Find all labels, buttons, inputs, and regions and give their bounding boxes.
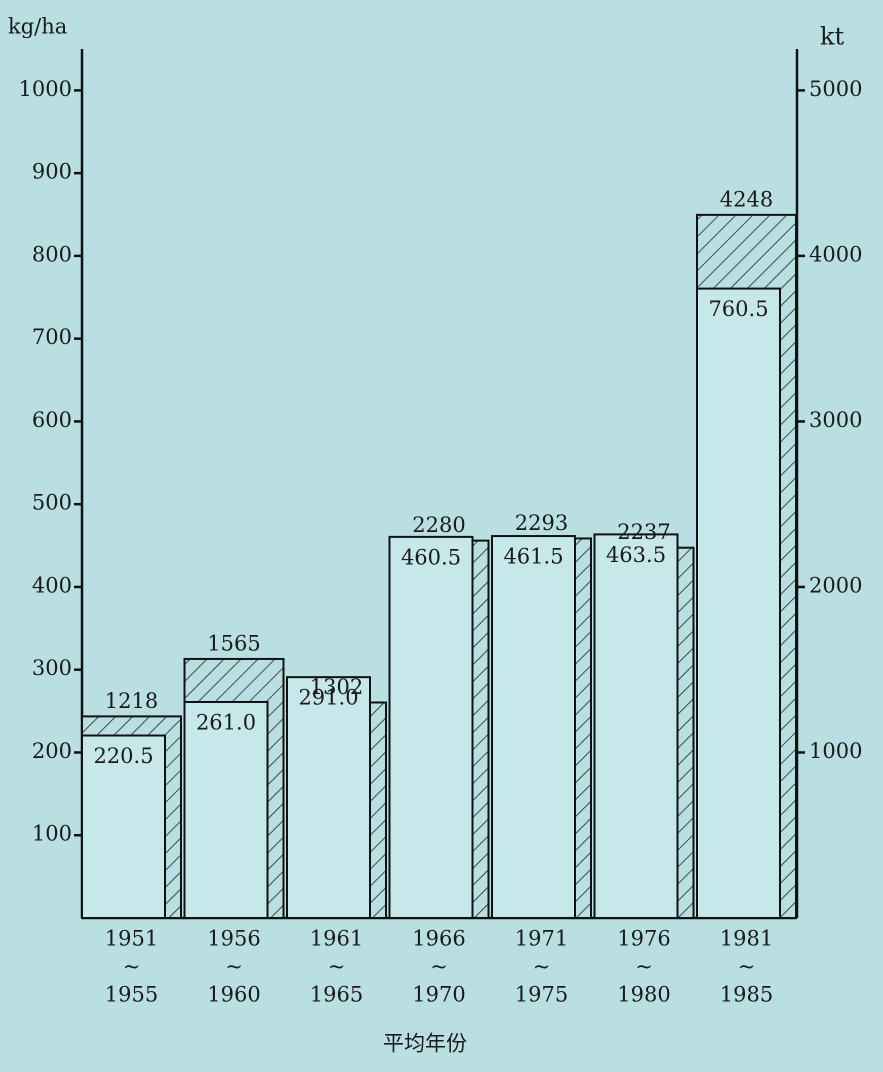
yield-bar — [593, 533, 679, 919]
x-tick-label: 1970 — [412, 983, 465, 1007]
y2-tick-label: 1000 — [809, 739, 862, 763]
production-label: 1565 — [207, 631, 260, 655]
x-tick-label: 1965 — [310, 983, 363, 1007]
y-tick-label: 300 — [32, 656, 72, 680]
x-tick-label: 1956 — [207, 927, 260, 951]
x-tick-label: ~ — [328, 955, 346, 979]
x-tick-label: ~ — [225, 955, 243, 979]
yield-bar — [388, 535, 474, 919]
yield-bar — [183, 700, 269, 920]
y-tick-label: 900 — [32, 160, 72, 184]
y-tick-label: 800 — [32, 242, 72, 266]
yield-label: 291.0 — [298, 686, 358, 710]
yield-bar — [81, 734, 166, 920]
production-label: 1218 — [105, 689, 158, 713]
y2-tick-label: 5000 — [809, 77, 862, 101]
yield-label: 460.5 — [401, 545, 461, 569]
production-label: 2293 — [515, 511, 568, 535]
y-tick-label: 1000 — [19, 77, 72, 101]
x-tick-label: 1981 — [720, 927, 773, 951]
production-label: 4248 — [720, 187, 773, 211]
yield-label: 461.5 — [503, 545, 563, 569]
y-tick-label: 400 — [32, 573, 72, 597]
x-tick-label: ~ — [533, 955, 551, 979]
x-tick-label: 1951 — [105, 927, 158, 951]
y2-axis-label: kt — [820, 23, 845, 51]
y-tick-label: 500 — [32, 491, 72, 515]
yield-bar — [491, 535, 576, 920]
production-label: 2237 — [617, 520, 670, 544]
x-tick-label: 1985 — [720, 983, 773, 1007]
yield-label: 463.5 — [606, 543, 666, 567]
x-tick-label: 1961 — [310, 927, 363, 951]
x-tick-label: 1960 — [207, 983, 260, 1007]
x-tick-label: 1966 — [412, 927, 465, 951]
x-tick-label: ~ — [430, 955, 448, 979]
x-axis-label: 平均年份 — [383, 1032, 467, 1056]
yield-bar — [696, 287, 781, 919]
y2-tick-label: 2000 — [809, 573, 862, 597]
y2-tick-label: 3000 — [809, 408, 862, 432]
production-label: 2280 — [412, 513, 465, 537]
x-tick-label: 1975 — [515, 983, 568, 1007]
yield-bar — [286, 676, 371, 919]
y-tick-label: 600 — [32, 408, 72, 432]
y-tick-label: 700 — [32, 325, 72, 349]
y2-tick-label: 4000 — [809, 242, 862, 266]
y-tick-label: 200 — [32, 739, 72, 763]
y-axis-label: kg/ha — [8, 15, 67, 39]
x-tick-label: 1976 — [617, 927, 670, 951]
x-tick-label: 1971 — [515, 927, 568, 951]
production-label: 1302 — [310, 675, 363, 699]
y-tick-label: 100 — [32, 822, 72, 846]
x-tick-label: 1980 — [617, 983, 670, 1007]
x-tick-label: ~ — [123, 955, 141, 979]
x-tick-label: ~ — [738, 955, 756, 979]
yield-label: 261.0 — [196, 710, 256, 734]
x-tick-label: 1955 — [105, 983, 158, 1007]
yield-label: 760.5 — [708, 297, 768, 321]
yield-label: 220.5 — [93, 744, 153, 768]
x-tick-label: ~ — [635, 955, 653, 979]
